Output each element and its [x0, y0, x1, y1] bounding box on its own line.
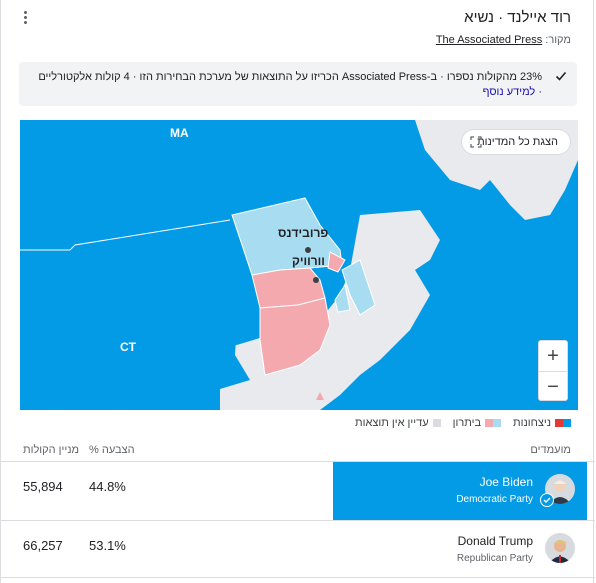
table-row[interactable]: 66,257 53.1% Donald Trump Republican Par… [1, 520, 595, 578]
county-newport-east [334, 283, 351, 313]
legend-wins-label: ניצחונות [513, 417, 551, 429]
candidate-party: Republican Party [456, 553, 533, 564]
header-percent: % הצבעה [89, 444, 135, 456]
source-label: מקור: [545, 34, 571, 46]
source-line: מקור: The Associated Press [436, 34, 571, 46]
zoom-out-button[interactable]: − [539, 371, 567, 402]
candidate-party: Democratic Party [456, 494, 533, 505]
leading-swatch [485, 419, 502, 427]
label-ct: CT [120, 340, 136, 354]
label-providence: פרובידנס [278, 226, 329, 240]
county-bristol [327, 251, 346, 273]
candidate-name: Joe Biden [479, 475, 533, 489]
vote-percent: 44.8% [89, 479, 126, 494]
state-ct [20, 220, 250, 410]
map-canvas[interactable] [20, 120, 578, 410]
check-icon [555, 71, 567, 81]
state-border [20, 219, 231, 251]
vote-count: 55,894 [23, 479, 63, 494]
expand-icon [470, 136, 482, 148]
learn-more-link[interactable]: למידע נוסף [482, 86, 536, 98]
zoom-in-button[interactable]: + [547, 345, 559, 367]
vote-percent: 53.1% [89, 538, 126, 553]
providence-dot [305, 247, 311, 253]
legend-wins: ניצחונות [513, 417, 571, 429]
block-island [316, 392, 324, 400]
map-legend: ניצחונות ביתרון עדיין אין תוצאות [355, 417, 571, 429]
show-all-label: הצגת כל המדינות [477, 136, 558, 148]
more-options-icon[interactable] [18, 9, 32, 29]
county-washington [259, 297, 331, 376]
label-warwick: וורוויק [292, 254, 325, 268]
county-newport [341, 259, 376, 316]
card-title: רוד איילנד · נשיא [464, 9, 571, 26]
no-results-swatch [432, 419, 441, 427]
results-notice: 23% מהקולות נספרו · ב-Associated Press ה… [19, 62, 577, 106]
legend-leading: ביתרון [452, 417, 502, 429]
candidate-name: Donald Trump [457, 534, 533, 548]
avatar [545, 533, 575, 563]
candidate-cell: Joe Biden Democratic Party [333, 462, 587, 520]
results-map[interactable]: MA CT פרובידנס וורוויק [20, 120, 578, 410]
warwick-dot [313, 277, 319, 283]
show-all-states-button[interactable]: הצגת כל המדינות [461, 129, 571, 155]
wins-swatch [555, 419, 571, 427]
legend-leading-label: ביתרון [452, 417, 482, 429]
legend-no-results: עדיין אין תוצאות [355, 417, 441, 429]
notice-text: 23% מהקולות נספרו · ב-Associated Press ה… [38, 71, 542, 98]
winner-check-icon [540, 493, 554, 507]
avatar [545, 474, 575, 504]
zoom-controls: + − [538, 340, 568, 401]
candidate-cell: Donald Trump Republican Party [333, 521, 587, 579]
legend-no-results-label: עדיין אין תוצאות [354, 417, 429, 429]
label-ma: MA [170, 126, 189, 140]
header-votes: מניין הקולות [23, 444, 80, 456]
vote-count: 66,257 [23, 538, 63, 553]
table-row[interactable]: 55,894 44.8% Joe Biden Democratic Party [1, 461, 595, 520]
header-candidates: מועמדים [530, 444, 571, 456]
source-link[interactable]: The Associated Press [435, 34, 543, 46]
